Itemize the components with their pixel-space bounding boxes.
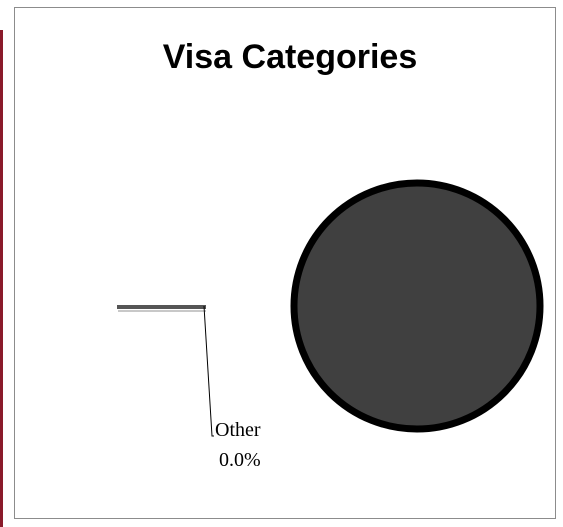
leader-line-other: [203, 305, 214, 437]
left-panel-edge: [0, 30, 3, 527]
data-label-other-name: Other: [215, 419, 261, 441]
data-label-other-value: 0.0%: [219, 449, 261, 471]
pie-slice-1: [290, 179, 544, 433]
pie-slices: [117, 179, 544, 433]
chart-title: Visa Categories: [163, 38, 418, 76]
data-labels: Other 0.0%: [203, 305, 261, 471]
